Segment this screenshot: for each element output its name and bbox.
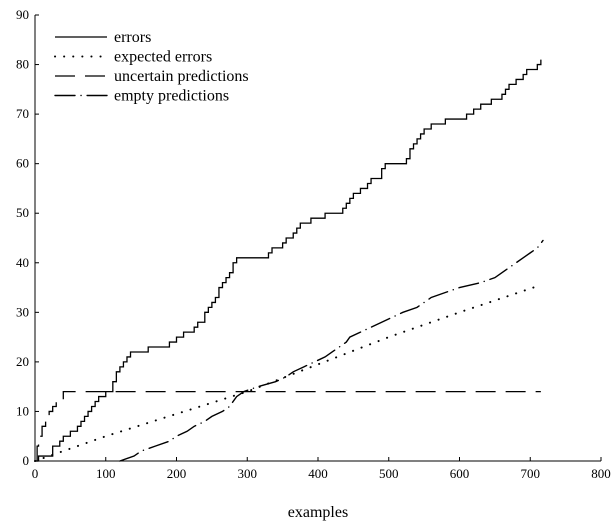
series-line-empty-predictions: [120, 240, 543, 461]
legend: errors expected errors uncertain predictio…: [55, 29, 249, 105]
x-tick-label: 500: [379, 466, 399, 481]
x-tick-label: 600: [450, 466, 470, 481]
x-tick-label: 700: [521, 466, 541, 481]
y-ticks: 0 10 20 30 40 50 60 70 80 90: [16, 7, 39, 468]
legend-label: empty predictions: [114, 88, 229, 105]
legend-label: uncertain predictions: [114, 68, 249, 85]
x-tick-label: 200: [167, 466, 187, 481]
x-axis-title: examples: [288, 504, 348, 521]
y-tick-label: 10: [16, 403, 29, 418]
series-layer: [35, 60, 543, 461]
legend-label: expected errors: [114, 49, 212, 66]
series-line-expected-errors: [35, 285, 541, 461]
x-tick-label: 800: [591, 466, 611, 481]
y-tick-label: 80: [16, 57, 29, 72]
x-tick-label: 400: [308, 466, 328, 481]
x-tick-label: 300: [238, 466, 258, 481]
y-tick-label: 60: [16, 156, 29, 171]
y-tick-label: 20: [16, 354, 29, 369]
y-tick-label: 40: [16, 255, 29, 270]
plot-area: 0 100 200 300 400 500 600 700 800 0 10 20 30 40 50 60 7…: [16, 7, 611, 481]
y-tick-label: 30: [16, 304, 29, 319]
x-tick-label: 0: [32, 466, 39, 481]
legend-label: errors: [114, 29, 151, 46]
y-tick-label: 0: [23, 453, 30, 468]
x-tick-label: 100: [96, 466, 116, 481]
series-line-uncertain-predictions: [35, 392, 541, 461]
y-tick-label: 90: [16, 7, 29, 22]
series-line-errors: [35, 60, 541, 461]
y-tick-label: 70: [16, 106, 29, 121]
y-tick-label: 50: [16, 205, 29, 220]
